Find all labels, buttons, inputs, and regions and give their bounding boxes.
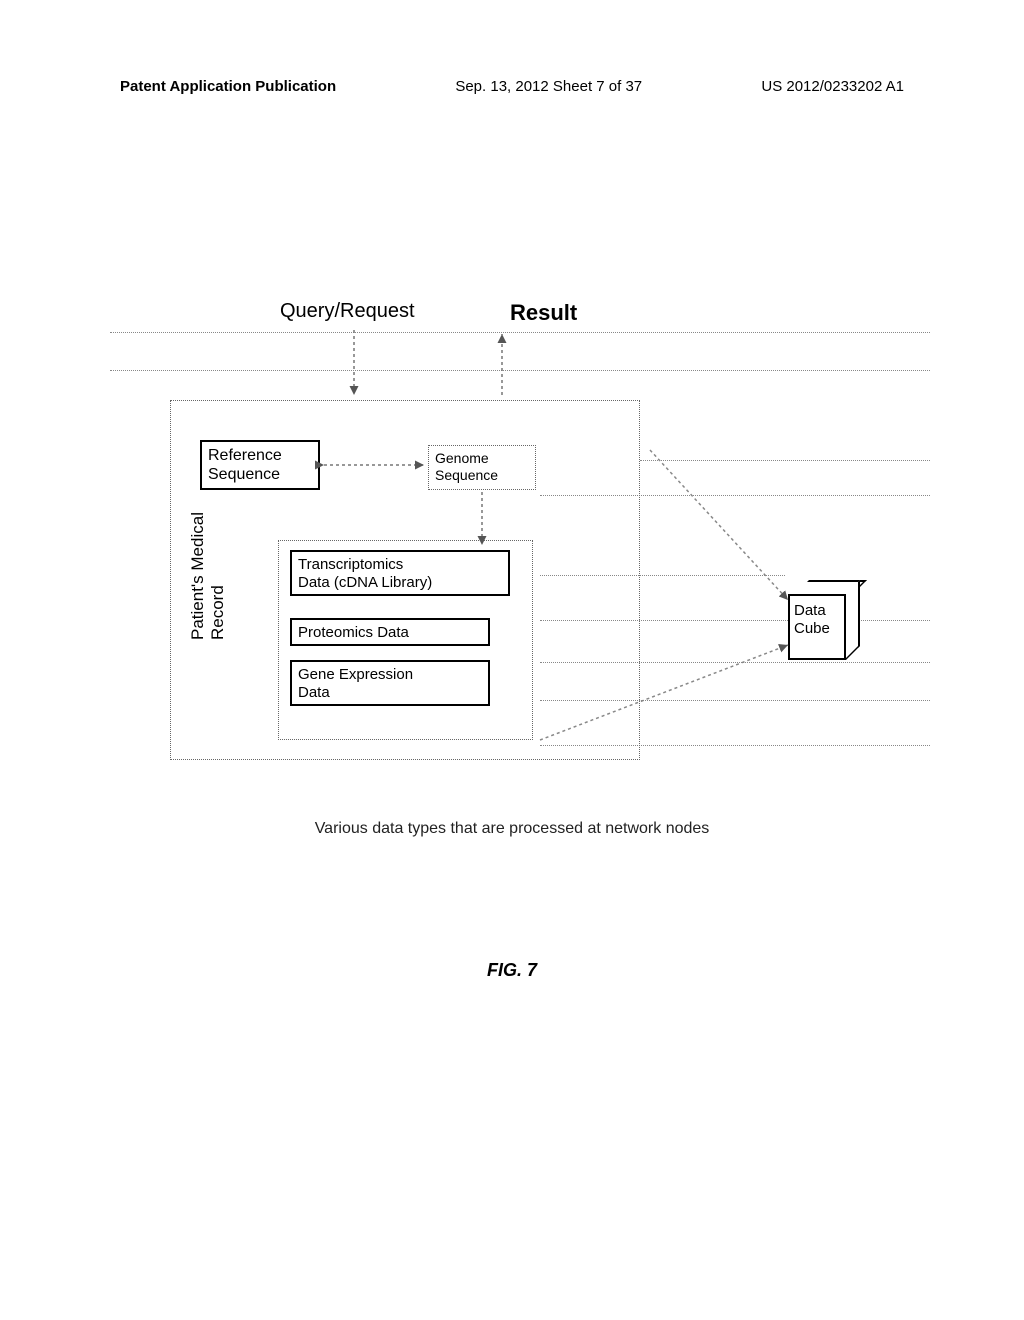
- h-line-3: [640, 460, 930, 461]
- h-line-2: [110, 370, 930, 371]
- data-cube: DataCube: [788, 580, 860, 660]
- gene-expression-box: Gene ExpressionData: [290, 660, 490, 706]
- figure-number: FIG. 7: [0, 960, 1024, 981]
- patients-medical-record-label: Patient's MedicalRecord: [188, 440, 228, 640]
- header-left: Patent Application Publication: [120, 78, 336, 95]
- transcriptomics-box: TranscriptomicsData (cDNA Library): [290, 550, 510, 596]
- page: Patent Application Publication Sep. 13, …: [0, 0, 1024, 1320]
- label-result: Result: [510, 300, 577, 326]
- proteomics-box: Proteomics Data: [290, 618, 490, 646]
- genome-sequence-box: GenomeSequence: [428, 445, 536, 490]
- h-line-1: [110, 332, 930, 333]
- transcriptomics-text: TranscriptomicsData (cDNA Library): [298, 556, 432, 591]
- gene-expression-text: Gene ExpressionData: [298, 666, 413, 701]
- cube-side-face: [846, 580, 860, 660]
- page-header: Patent Application Publication Sep. 13, …: [0, 78, 1024, 95]
- cube-front-face: DataCube: [788, 594, 846, 660]
- cube-label: DataCube: [794, 602, 830, 637]
- proteomics-text: Proteomics Data: [298, 624, 409, 641]
- header-right: US 2012/0233202 A1: [761, 78, 904, 95]
- patients-medical-record-text: Patient's MedicalRecord: [188, 512, 227, 640]
- figure-caption: Various data types that are processed at…: [0, 820, 1024, 838]
- diagram: Query/Request Result ReferenceSequence G…: [110, 300, 930, 800]
- label-query: Query/Request: [280, 300, 415, 323]
- header-mid: Sep. 13, 2012 Sheet 7 of 37: [455, 78, 642, 95]
- genome-sequence-text: GenomeSequence: [435, 450, 498, 483]
